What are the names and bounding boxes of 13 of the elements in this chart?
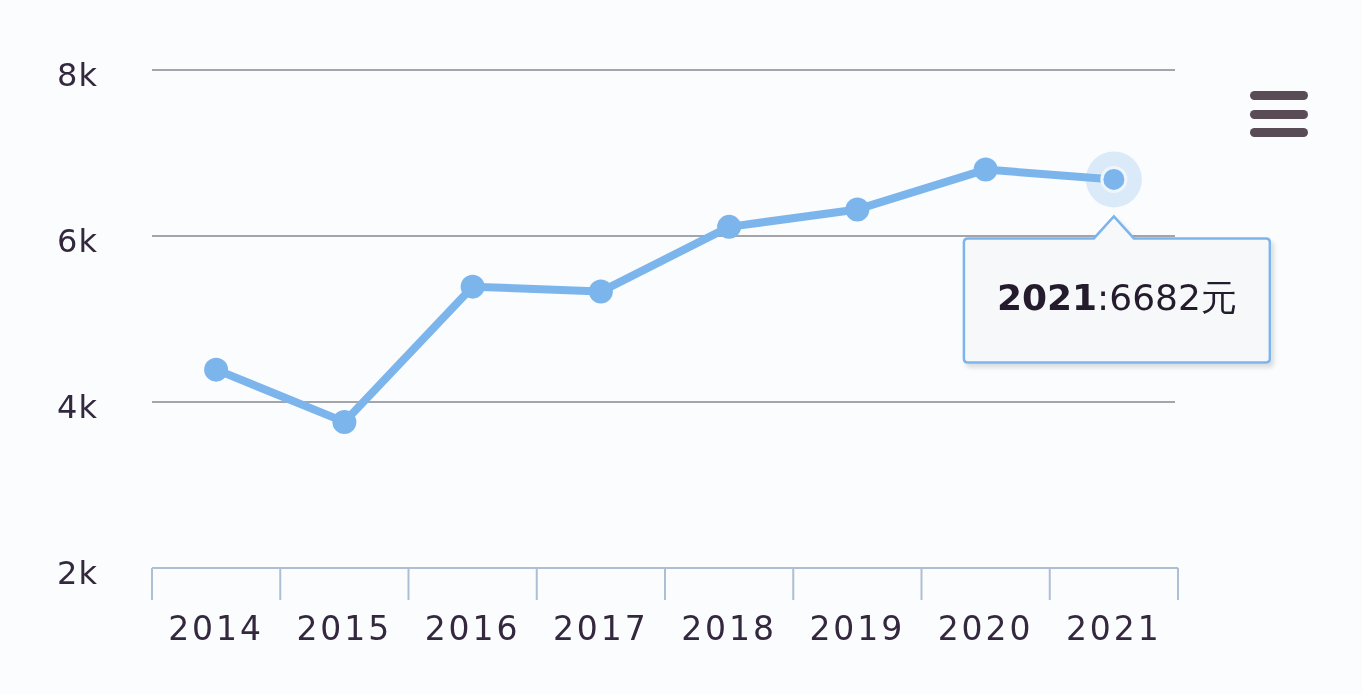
- x-tick-label: 2020: [937, 609, 1034, 648]
- tooltip-text: 2021:6682元: [996, 277, 1237, 319]
- x-tick-label: 2015: [296, 609, 393, 648]
- x-tick-label: 2018: [681, 609, 778, 648]
- y-tick-label: 2k: [57, 554, 98, 592]
- y-tick-label: 8k: [57, 56, 98, 94]
- x-tick-label: 2021: [1065, 609, 1162, 648]
- x-tick-label: 2019: [809, 609, 906, 648]
- x-tick-label: 2017: [552, 609, 649, 648]
- y-tick-label: 6k: [57, 222, 98, 260]
- x-tick-label: 2014: [168, 609, 265, 648]
- y-tick-label: 4k: [57, 388, 98, 426]
- x-tick-label: 2016: [424, 609, 521, 648]
